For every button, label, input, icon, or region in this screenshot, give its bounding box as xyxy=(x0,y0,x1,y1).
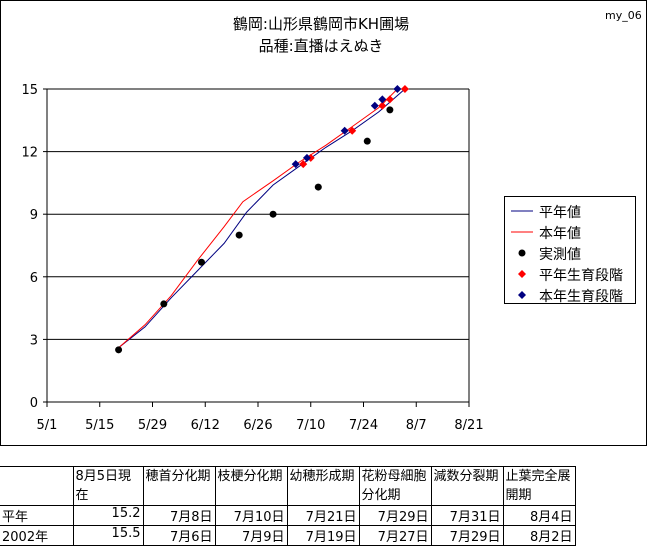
data-point-measured xyxy=(363,137,371,145)
data-point-stage xyxy=(302,153,311,162)
table-header-row: 8月5日現在 穂首分化期 枝梗分化期 幼穂形成期 花粉母細胞分化期 減数分裂期 … xyxy=(0,466,576,506)
table-row: 平年 15.2 7月8日 7月10日 7月21日 7月29日 7月31日 8月4… xyxy=(0,505,576,526)
table-cell: 7月10日 xyxy=(214,505,288,526)
table-cell: 7月29日 xyxy=(358,505,432,526)
y-tick-label: 9 xyxy=(30,208,38,223)
y-tick-label: 15 xyxy=(21,83,38,98)
table-header-cell: 8月5日現在 xyxy=(72,466,144,506)
x-tick-label: 5/29 xyxy=(138,418,167,433)
legend-item-current-stage: 本年生育段階 xyxy=(505,284,635,306)
legend-label: 本年生育段階 xyxy=(539,289,623,305)
data-point-measured xyxy=(197,258,205,266)
legend-label: 本年値 xyxy=(539,226,581,242)
data-point-stage xyxy=(393,85,402,93)
chart-id-label: my_06 xyxy=(605,9,642,22)
x-tick-label: 8/7 xyxy=(406,418,427,433)
table-header-cell: 止葉完全展開期 xyxy=(502,466,576,506)
table-cell: 15.5 xyxy=(72,525,144,546)
table-header-cell: 穂首分化期 xyxy=(142,466,216,506)
data-point-stage xyxy=(291,160,300,169)
legend-label: 平年生育段階 xyxy=(539,268,623,284)
y-tick-label: 3 xyxy=(30,333,38,348)
legend-label: 平年値 xyxy=(539,205,581,221)
legend-label: 実測値 xyxy=(539,247,581,263)
series-line xyxy=(118,88,398,349)
data-point-stage xyxy=(400,85,409,93)
data-point-stage xyxy=(348,126,357,135)
x-tick-label: 6/26 xyxy=(243,418,272,433)
table-cell: 7月19日 xyxy=(286,525,360,546)
table-cell: 8月2日 xyxy=(502,525,576,546)
chart-frame: 0 3 6 9 12 15 5/1 5/15 5/29 6/12 6/26 7/10 7/24 8/7 8/… xyxy=(0,0,647,446)
table-cell: 7月21日 xyxy=(286,505,360,526)
table-header-cell: 減数分裂期 xyxy=(430,466,504,506)
data-point-stage xyxy=(378,101,387,110)
data-point-stage xyxy=(340,126,349,135)
table-cell: 8月4日 xyxy=(502,505,576,526)
data-point-stage xyxy=(378,95,387,104)
legend-item-normal-stage: 平年生育段階 xyxy=(505,263,635,285)
chart-title-location: 鶴岡:山形県鶴岡市KH圃場 xyxy=(232,15,410,33)
data-point-measured xyxy=(235,231,243,239)
x-tick-label: 5/15 xyxy=(85,418,114,433)
table-header-cell: 枝梗分化期 xyxy=(214,466,288,506)
data-point-stage xyxy=(299,160,308,169)
table-row-label: 2002年 xyxy=(0,525,74,546)
plot-area xyxy=(47,89,469,402)
chart-legend: 平年値 本年値 実測値 平年生育段階 本年生育段階 xyxy=(504,196,636,306)
table-cell: 7月29日 xyxy=(430,525,504,546)
table-header-cell: 幼穂形成期 xyxy=(286,466,360,506)
legend-item-current-line: 本年値 xyxy=(505,221,635,243)
table-cell: 7月27日 xyxy=(358,525,432,546)
y-tick-label: 12 xyxy=(21,146,38,161)
table-cell: 15.2 xyxy=(72,505,144,526)
table-header-cell: 花粉母細胞分化期 xyxy=(358,466,432,506)
data-point-measured xyxy=(115,346,123,354)
y-tick-label: 6 xyxy=(30,271,38,286)
table-row: 2002年 15.5 7月6日 7月9日 7月19日 7月27日 7月29日 8… xyxy=(0,525,576,546)
legend-item-measured: 実測値 xyxy=(505,242,635,264)
y-tick-label: 0 xyxy=(30,396,38,411)
table-cell: 7月31日 xyxy=(430,505,504,526)
chart-plot: 0 3 6 9 12 15 5/1 5/15 5/29 6/12 6/26 7/10 7/24 8/7 8/… xyxy=(21,83,483,433)
table-header-cell xyxy=(0,466,74,506)
data-point-measured xyxy=(314,183,322,191)
growth-stage-table: 8月5日現在 穂首分化期 枝梗分化期 幼穂形成期 花粉母細胞分化期 減数分裂期 … xyxy=(0,466,576,546)
table-row-label: 平年 xyxy=(0,505,74,526)
x-tick-label: 7/24 xyxy=(349,418,378,433)
data-point-measured xyxy=(160,300,168,308)
data-point-stage xyxy=(385,95,394,104)
table-cell: 7月9日 xyxy=(214,525,288,546)
legend-item-normal-line: 平年値 xyxy=(505,200,635,222)
chart-title-variety: 品種:直播はえぬき xyxy=(258,37,384,55)
table-cell: 7月8日 xyxy=(142,505,216,526)
table-cell: 7月6日 xyxy=(142,525,216,546)
data-point-measured xyxy=(269,210,277,218)
x-tick-label: 6/12 xyxy=(191,418,220,433)
x-tick-label: 5/1 xyxy=(37,418,58,433)
x-tick-label: 8/21 xyxy=(454,418,483,433)
data-point-measured xyxy=(386,106,394,114)
x-tick-label: 7/10 xyxy=(296,418,325,433)
data-point-stage xyxy=(370,101,379,110)
